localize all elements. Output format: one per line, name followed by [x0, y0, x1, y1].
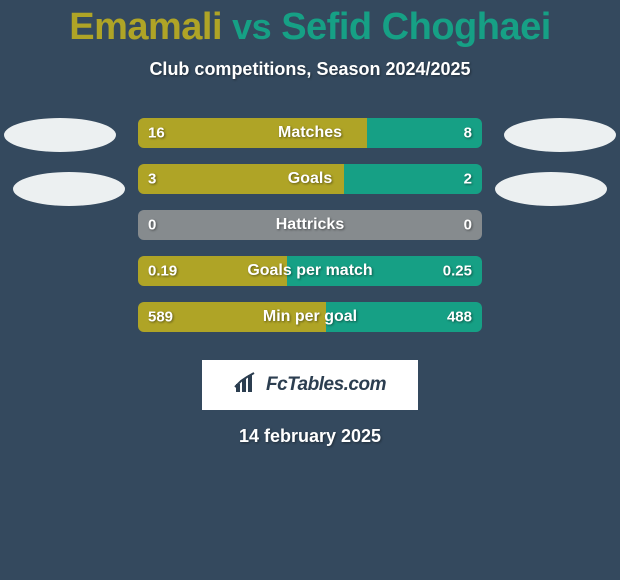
title-vs: vs: [232, 6, 271, 47]
shadow-ellipse: [495, 172, 607, 206]
stat-bar-left: [138, 302, 326, 332]
stat-row: Matches168: [138, 118, 482, 148]
title-player1: Emamali: [69, 6, 222, 48]
stat-row: Goals per match0.190.25: [138, 256, 482, 286]
stat-row: Hattricks00: [138, 210, 482, 240]
stat-bar-right: [326, 302, 482, 332]
stat-row: Min per goal589488: [138, 302, 482, 332]
shadow-ellipse: [4, 118, 116, 152]
logo-text: FcTables.com: [266, 374, 386, 396]
stat-bar-right: [344, 164, 482, 194]
stat-bar-left: [138, 210, 482, 240]
stats-container: Matches168 Goals32 Hattricks00 Goals per ma…: [138, 118, 482, 332]
subtitle: Club competitions, Season 2024/2025: [0, 59, 620, 80]
shadow-ellipse: [13, 172, 125, 206]
stat-row: Goals32: [138, 164, 482, 194]
stat-bar-left: [138, 256, 287, 286]
date-label: 14 february 2025: [0, 426, 620, 447]
shadow-ellipse: [504, 118, 616, 152]
stat-bar-right: [287, 256, 482, 286]
stat-bar-left: [138, 164, 344, 194]
stat-bar-left: [138, 118, 367, 148]
bar-chart-icon: [234, 372, 260, 399]
stat-bar-right: [367, 118, 482, 148]
logo-box: FcTables.com: [202, 360, 418, 410]
comparison-title: Emamali vs Sefid Choghaei: [0, 0, 620, 49]
title-player2: Sefid Choghaei: [281, 6, 551, 48]
